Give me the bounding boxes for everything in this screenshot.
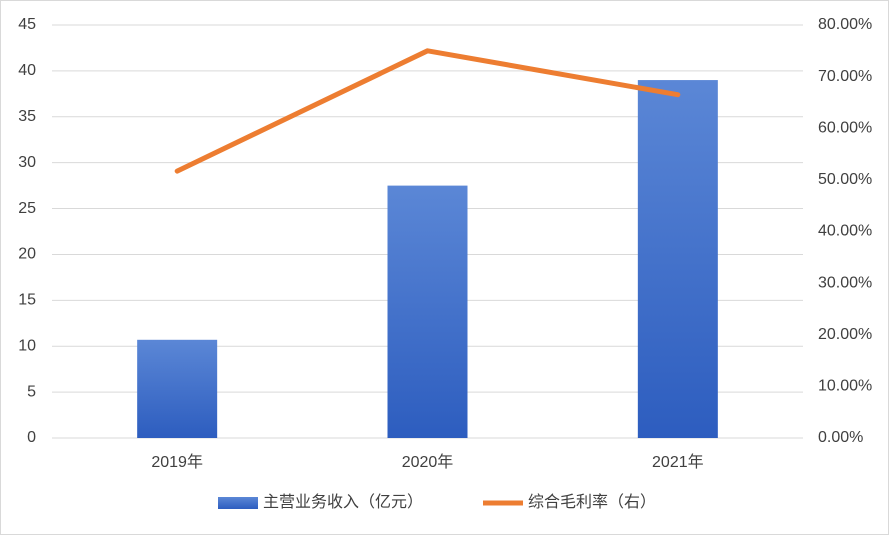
y2-tick-label: 20.00% — [818, 326, 872, 343]
y-tick-label: 25 — [18, 200, 36, 217]
y2-tick-label: 10.00% — [818, 378, 872, 395]
x-tick-label: 2021年 — [652, 453, 704, 471]
y-tick-label: 5 — [27, 383, 36, 400]
y-tick-label: 10 — [18, 337, 36, 354]
y-tick-label: 0 — [27, 429, 36, 446]
y2-tick-label: 50.00% — [818, 171, 872, 188]
y-tick-label: 30 — [18, 154, 36, 171]
y2-tick-label: 80.00% — [818, 16, 872, 33]
legend-swatch — [218, 497, 258, 509]
bar — [637, 80, 718, 439]
x-tick-label: 2019年 — [151, 453, 203, 471]
y-tick-label: 40 — [18, 62, 36, 79]
y-tick-label: 35 — [18, 108, 36, 125]
bar — [137, 339, 218, 438]
y2-tick-label: 30.00% — [818, 274, 872, 291]
y2-tick-label: 60.00% — [818, 119, 872, 136]
y2-tick-label: 70.00% — [818, 68, 872, 85]
x-tick-label: 2020年 — [402, 453, 454, 471]
y-tick-label: 15 — [18, 292, 36, 309]
legend-label: 主营业务收入（亿元） — [263, 493, 423, 511]
y-tick-label: 20 — [18, 246, 36, 263]
y-tick-label: 45 — [18, 16, 36, 33]
legend-label: 综合毛利率（右） — [528, 493, 656, 511]
y2-tick-label: 40.00% — [818, 223, 872, 240]
bar — [387, 185, 468, 438]
y2-tick-label: 0.00% — [818, 429, 863, 446]
line — [174, 48, 681, 174]
